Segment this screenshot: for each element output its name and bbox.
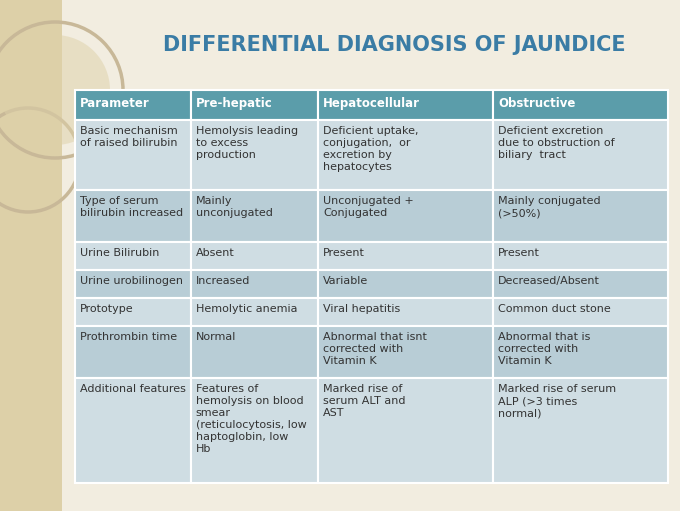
Text: Marked rise of
serum ALT and
AST: Marked rise of serum ALT and AST <box>323 384 406 418</box>
Bar <box>75 326 190 378</box>
Bar <box>75 298 190 326</box>
Bar <box>318 378 493 483</box>
Text: Deficient excretion
due to obstruction of
biliary  tract: Deficient excretion due to obstruction o… <box>498 126 615 160</box>
Text: Type of serum
bilirubin increased: Type of serum bilirubin increased <box>80 196 183 218</box>
Bar <box>493 90 668 120</box>
Bar <box>318 242 493 270</box>
Bar <box>0 0 62 511</box>
Text: Hemolysis leading
to excess
production: Hemolysis leading to excess production <box>196 126 298 160</box>
Text: Prothrombin time: Prothrombin time <box>80 332 177 342</box>
Text: Absent: Absent <box>196 248 235 258</box>
Bar <box>190 120 318 190</box>
Text: Normal: Normal <box>196 332 236 342</box>
Text: Common duct stone: Common duct stone <box>498 304 611 314</box>
Bar <box>493 298 668 326</box>
Bar <box>75 270 190 298</box>
Bar <box>493 326 668 378</box>
Text: Pre-hepatic: Pre-hepatic <box>196 97 273 110</box>
Text: Unconjugated +
Conjugated: Unconjugated + Conjugated <box>323 196 414 218</box>
Text: Hepatocellular: Hepatocellular <box>323 97 420 110</box>
Bar <box>75 242 190 270</box>
Text: Deficient uptake,
conjugation,  or
excretion by
hepatocytes: Deficient uptake, conjugation, or excret… <box>323 126 419 172</box>
Bar <box>318 190 493 242</box>
Text: Obstructive: Obstructive <box>498 97 575 110</box>
Text: Urine Bilirubin: Urine Bilirubin <box>80 248 159 258</box>
Bar <box>190 270 318 298</box>
Bar <box>190 378 318 483</box>
Bar <box>75 90 190 120</box>
Circle shape <box>0 35 110 145</box>
Text: Features of
hemolysis on blood
smear
(reticulocytosis, low
haptoglobin, low
Hb: Features of hemolysis on blood smear (re… <box>196 384 307 454</box>
Bar <box>493 120 668 190</box>
Bar <box>75 190 190 242</box>
Bar <box>493 190 668 242</box>
Text: Marked rise of serum
ALP (>3 times
normal): Marked rise of serum ALP (>3 times norma… <box>498 384 616 418</box>
Bar <box>190 326 318 378</box>
Bar <box>318 298 493 326</box>
Bar <box>318 120 493 190</box>
Text: Viral hepatitis: Viral hepatitis <box>323 304 401 314</box>
Text: Decreased/Absent: Decreased/Absent <box>498 276 600 286</box>
Bar <box>493 378 668 483</box>
Text: Abnormal that isnt
corrected with
Vitamin K: Abnormal that isnt corrected with Vitami… <box>323 332 427 366</box>
Text: Mainly
unconjugated: Mainly unconjugated <box>196 196 273 218</box>
Text: Mainly conjugated
(>50%): Mainly conjugated (>50%) <box>498 196 600 218</box>
Text: Variable: Variable <box>323 276 369 286</box>
Text: Prototype: Prototype <box>80 304 134 314</box>
Text: DIFFERENTIAL DIAGNOSIS OF JAUNDICE: DIFFERENTIAL DIAGNOSIS OF JAUNDICE <box>163 35 626 55</box>
Text: Abnormal that is
corrected with
Vitamin K: Abnormal that is corrected with Vitamin … <box>498 332 590 366</box>
Text: Increased: Increased <box>196 276 250 286</box>
Text: Basic mechanism
of raised bilirubin: Basic mechanism of raised bilirubin <box>80 126 177 148</box>
Bar <box>190 190 318 242</box>
Bar <box>75 378 190 483</box>
Bar <box>190 90 318 120</box>
Bar <box>75 120 190 190</box>
Bar <box>493 242 668 270</box>
Bar <box>190 242 318 270</box>
Bar <box>318 90 493 120</box>
Text: Present: Present <box>498 248 540 258</box>
Bar <box>493 270 668 298</box>
Bar <box>318 270 493 298</box>
Bar <box>190 298 318 326</box>
Text: Hemolytic anemia: Hemolytic anemia <box>196 304 297 314</box>
Text: Parameter: Parameter <box>80 97 150 110</box>
Bar <box>318 326 493 378</box>
Text: Urine urobilinogen: Urine urobilinogen <box>80 276 183 286</box>
Text: Additional features: Additional features <box>80 384 186 394</box>
Text: Present: Present <box>323 248 365 258</box>
